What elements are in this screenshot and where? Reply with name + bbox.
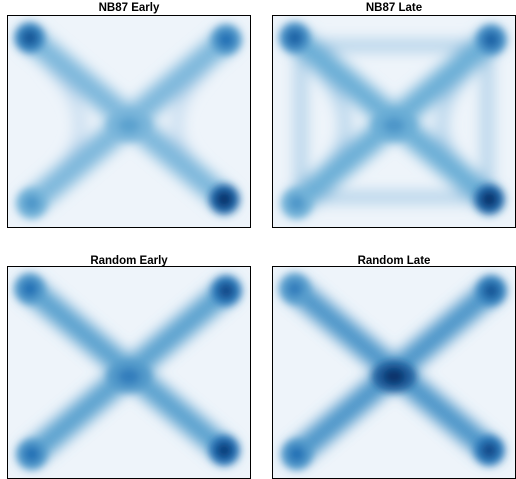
- heatmap-corner-peak: [483, 31, 500, 48]
- heatmap-center-peak: [118, 368, 140, 385]
- heatmap-corner-peak: [481, 442, 498, 459]
- heatmap-corner-peak: [288, 195, 305, 212]
- heatmap-corner-peak: [216, 191, 233, 208]
- panel-title-nb87-late: NB87 Late: [365, 2, 423, 14]
- heatmap-panel-nb87-early: [7, 15, 251, 228]
- heatmap-corner-peak: [23, 446, 40, 463]
- heatmap-panel-nb87-late: [272, 15, 516, 228]
- heatmap-svg-random-early: [8, 267, 250, 478]
- heatmap-svg-nb87-late: [273, 16, 515, 227]
- heatmap-corner-peak: [21, 29, 38, 46]
- heatmap-center-peak: [118, 117, 140, 134]
- heatmap-corner-peak: [218, 282, 235, 299]
- panel-title-random-late: Random Late: [357, 255, 431, 267]
- heatmap-panel-random-early: [7, 266, 251, 479]
- heatmap-corner-peak: [23, 195, 40, 212]
- heatmap-peaks: [14, 22, 242, 219]
- heatmap-corner-peak: [286, 280, 303, 297]
- heatmap-center-peak: [383, 117, 405, 134]
- heatmap-panel-random-late: [272, 266, 516, 479]
- panel-title-nb87-early: NB87 Early: [98, 2, 160, 14]
- heatmap-corner-peak: [218, 31, 235, 48]
- heatmap-frame-band: [294, 39, 494, 204]
- heatmap-corner-peak: [288, 446, 305, 463]
- panel-title-random-early: Random Early: [90, 255, 168, 267]
- heatmap-corner-peak: [483, 282, 500, 299]
- heatmap-peaks: [14, 273, 242, 470]
- heatmap-svg-random-late: [273, 267, 515, 478]
- heatmap-corner-peak: [481, 191, 498, 208]
- heatmap-peaks: [279, 22, 507, 219]
- heatmap-corner-peak: [286, 29, 303, 46]
- heatmap-corner-peak: [216, 442, 233, 459]
- heatmap-center-peak: [383, 368, 405, 385]
- heatmap-svg-nb87-early: [8, 16, 250, 227]
- heatmap-corner-peak: [21, 280, 38, 297]
- heatmap-peaks: [279, 273, 507, 470]
